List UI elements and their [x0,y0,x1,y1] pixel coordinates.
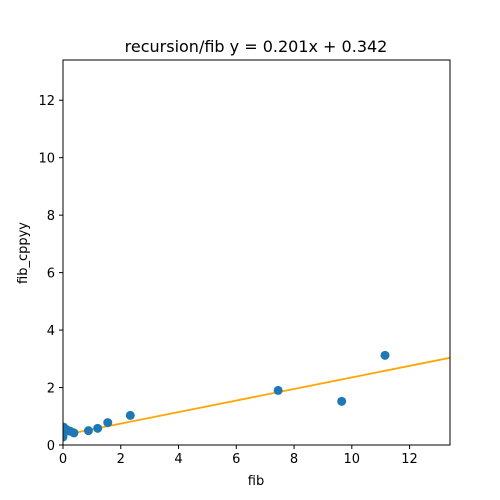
data-point [93,423,103,433]
data-point [337,396,347,406]
y-tick-label: 2 [47,382,55,397]
x-tick-label: 12 [401,452,418,467]
data-point [380,350,390,360]
data-point [103,418,113,428]
x-tick-label: 10 [344,452,361,467]
x-tick-label: 4 [174,452,182,467]
x-tick-label: 2 [117,452,125,467]
data-point [83,426,93,436]
chart-title: recursion/fib y = 0.201x + 0.342 [125,37,388,56]
x-tick-label: 0 [59,452,67,467]
data-point [125,410,135,420]
x-axis-label: fib [248,474,264,489]
y-axis-label: fib_cppyy [16,222,31,284]
y-tick-label: 8 [47,209,55,224]
fit-line [63,356,450,437]
x-tick-label: 6 [232,452,240,467]
plot-frame [62,59,451,446]
y-tick-label: 12 [38,94,55,109]
y-tick-label: 6 [47,267,55,282]
y-tick-label: 10 [38,152,55,167]
plot-area: 0 2 4 6 8 10 12 0 2 4 6 8 10 12 [38,59,451,467]
data-point [69,428,79,438]
y-tick-label: 4 [47,324,55,339]
y-tick-label: 0 [47,439,55,454]
data-point [273,385,283,395]
x-tick-label: 8 [290,452,298,467]
